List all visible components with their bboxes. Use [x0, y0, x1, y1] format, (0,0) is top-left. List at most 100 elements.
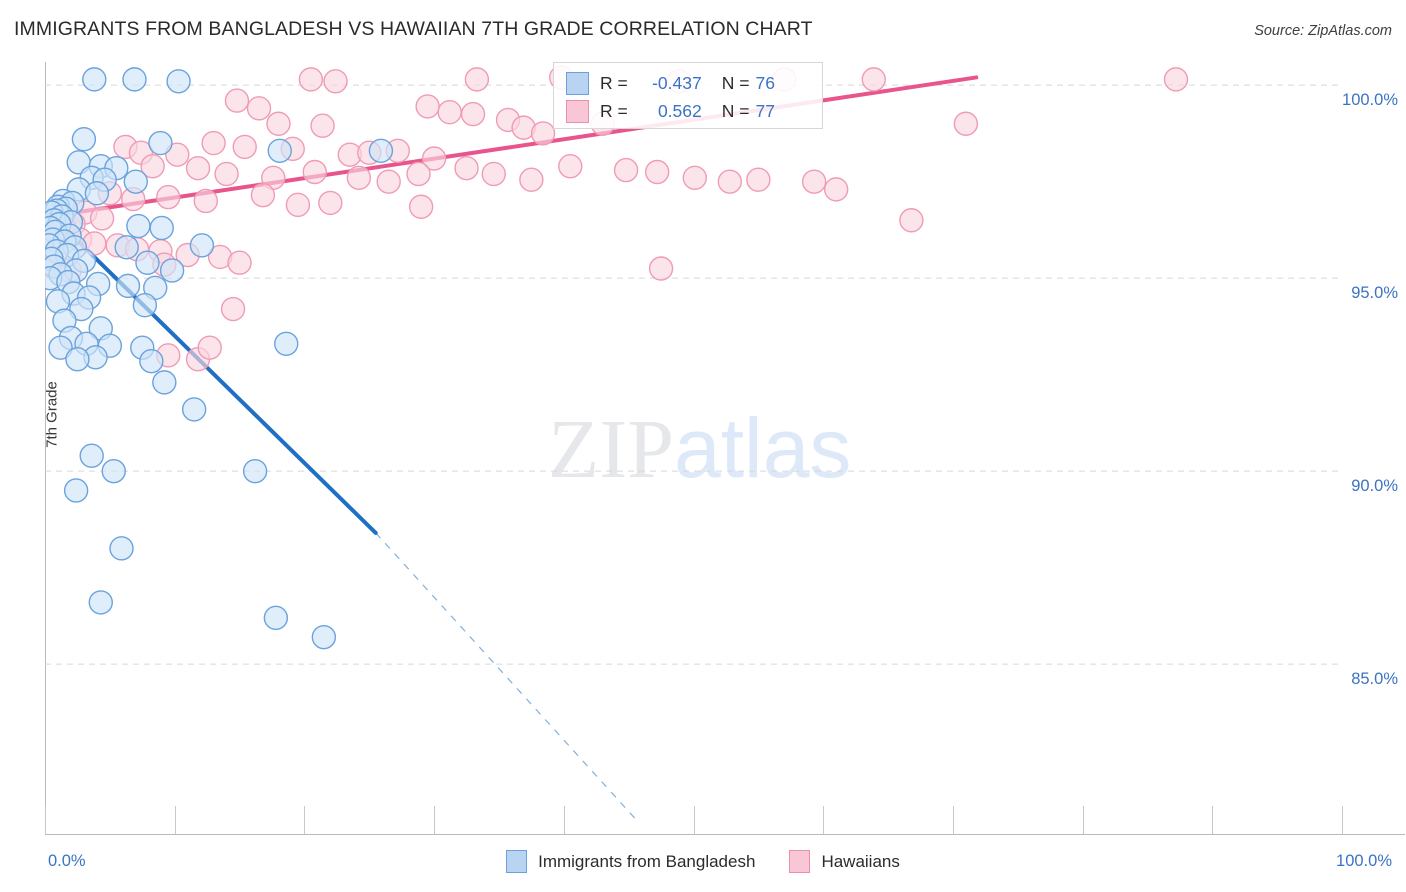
data-point[interactable]	[197, 335, 222, 360]
data-point[interactable]	[82, 67, 107, 92]
data-point[interactable]	[165, 142, 190, 167]
data-point[interactable]	[454, 155, 479, 181]
y-tick-label: 100.0%	[1342, 91, 1398, 110]
data-point[interactable]	[101, 458, 126, 484]
data-point[interactable]	[648, 256, 674, 281]
x-axis-line	[45, 834, 1405, 835]
data-point[interactable]	[69, 296, 94, 322]
x-tick-mark	[45, 806, 46, 834]
data-point[interactable]	[1163, 67, 1189, 92]
data-point[interactable]	[267, 138, 292, 163]
data-point[interactable]	[263, 605, 289, 631]
data-point[interactable]	[311, 624, 337, 650]
data-point[interactable]	[115, 273, 141, 299]
data-point[interactable]	[84, 181, 110, 206]
data-point[interactable]	[823, 177, 849, 202]
data-point[interactable]	[185, 155, 211, 181]
data-point[interactable]	[250, 182, 276, 208]
data-point[interactable]	[246, 96, 272, 121]
legend-label-hawaiians: Hawaiians	[821, 851, 900, 871]
data-point[interactable]	[318, 190, 343, 216]
data-point[interactable]	[346, 165, 372, 191]
data-point[interactable]	[266, 111, 291, 136]
source-attribution: Source: ZipAtlas.com	[1254, 23, 1392, 39]
legend-swatch-bangladesh	[506, 850, 528, 873]
data-point[interactable]	[166, 69, 191, 94]
data-point[interactable]	[159, 258, 185, 283]
n-value-blue: 76	[755, 72, 775, 93]
data-point[interactable]	[181, 397, 207, 422]
data-point[interactable]	[415, 94, 440, 119]
data-point[interactable]	[310, 113, 335, 138]
x-tick-mark	[304, 806, 306, 834]
data-point[interactable]	[460, 101, 486, 127]
legend-item-hawaiians[interactable]: Hawaiians	[789, 850, 900, 873]
data-point[interactable]	[139, 348, 164, 374]
data-point[interactable]	[193, 188, 219, 214]
data-point[interactable]	[613, 157, 639, 183]
data-point[interactable]	[376, 169, 401, 194]
data-point[interactable]	[48, 335, 73, 360]
data-point[interactable]	[746, 167, 771, 192]
legend-item-bangladesh[interactable]: Immigrants from Bangladesh	[506, 850, 755, 873]
data-point[interactable]	[140, 154, 165, 179]
data-point[interactable]	[285, 192, 311, 218]
data-point[interactable]	[861, 67, 886, 92]
data-point[interactable]	[220, 296, 246, 322]
data-point[interactable]	[323, 69, 348, 94]
data-point[interactable]	[65, 347, 90, 372]
data-point[interactable]	[126, 213, 151, 239]
legend-swatch-blue	[566, 71, 589, 95]
data-point[interactable]	[114, 235, 139, 260]
data-point[interactable]	[132, 292, 158, 318]
data-point[interactable]	[156, 184, 181, 210]
data-point[interactable]	[88, 590, 113, 615]
data-point[interactable]	[79, 443, 104, 468]
data-point[interactable]	[214, 161, 239, 187]
data-point[interactable]	[71, 126, 97, 152]
data-point[interactable]	[530, 121, 556, 146]
data-point[interactable]	[227, 250, 252, 275]
data-point[interactable]	[437, 99, 462, 125]
data-point[interactable]	[298, 67, 324, 92]
data-point[interactable]	[89, 206, 115, 231]
data-point[interactable]	[149, 215, 174, 241]
x-tick-mark	[1342, 806, 1343, 834]
data-point[interactable]	[644, 159, 670, 185]
data-point[interactable]	[421, 146, 447, 171]
data-point[interactable]	[201, 130, 226, 156]
plot-area	[45, 65, 1342, 819]
data-point[interactable]	[242, 458, 268, 484]
data-point[interactable]	[232, 134, 257, 160]
data-point[interactable]	[682, 165, 707, 191]
data-point[interactable]	[368, 138, 394, 163]
data-point[interactable]	[302, 159, 327, 185]
data-point[interactable]	[148, 130, 173, 156]
data-point[interactable]	[408, 194, 434, 219]
data-point[interactable]	[122, 67, 147, 92]
data-point[interactable]	[224, 88, 250, 113]
data-point[interactable]	[123, 169, 148, 194]
data-point[interactable]	[481, 161, 506, 187]
legend-swatch-pink	[566, 99, 589, 123]
data-point[interactable]	[801, 169, 827, 194]
n-label-pink: N =	[721, 100, 750, 121]
trendline-extension	[375, 532, 636, 819]
data-point[interactable]	[899, 208, 924, 233]
data-point[interactable]	[109, 536, 134, 561]
y-tick-label: 90.0%	[1351, 477, 1398, 496]
watermark-atlas: atlas	[674, 401, 852, 495]
x-tick-mark	[693, 806, 695, 834]
r-value-blue: -0.437	[652, 72, 702, 93]
data-point[interactable]	[63, 478, 89, 503]
data-point[interactable]	[189, 233, 215, 258]
data-point[interactable]	[558, 154, 583, 179]
data-point[interactable]	[152, 370, 177, 395]
data-point[interactable]	[953, 111, 979, 136]
data-point[interactable]	[274, 331, 299, 356]
data-point[interactable]	[135, 250, 160, 275]
data-point[interactable]	[717, 169, 743, 194]
data-point[interactable]	[464, 67, 490, 92]
data-point[interactable]	[519, 167, 544, 192]
data-point[interactable]	[406, 161, 431, 187]
